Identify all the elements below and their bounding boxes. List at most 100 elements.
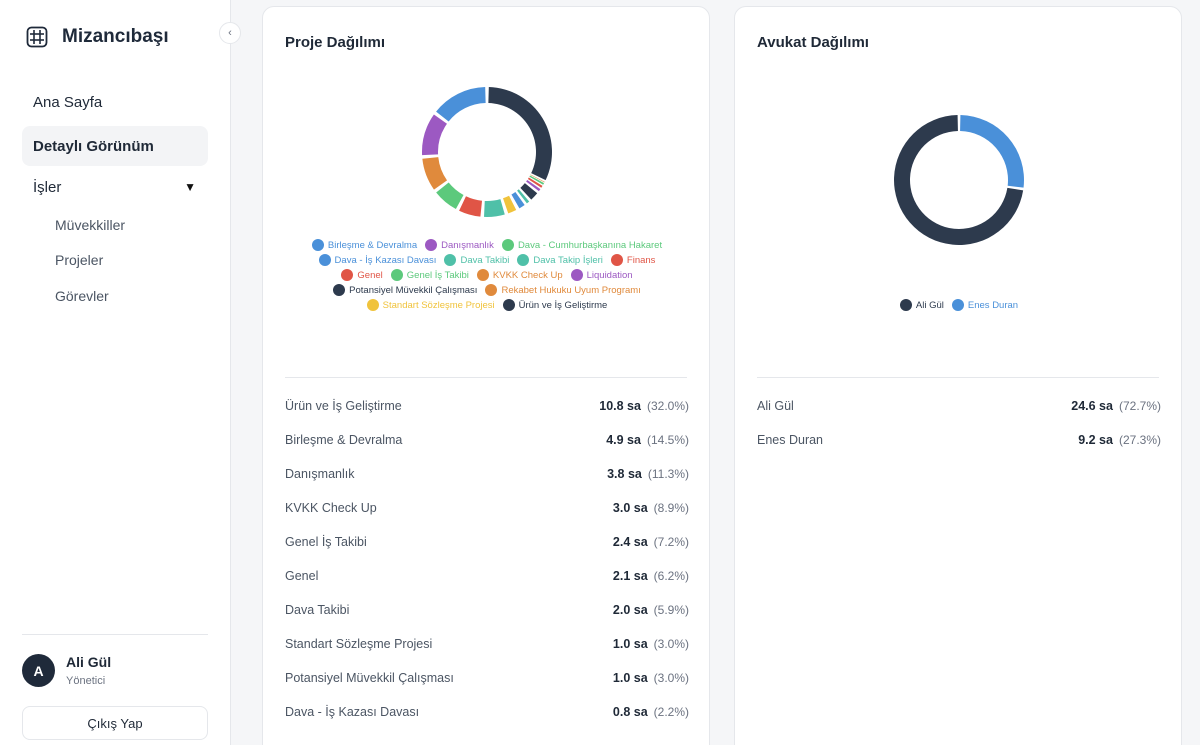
legend-item-dava-cumhurbaskanina-hakaret[interactable]: Dava - Cumhurbaşkanına Hakaret bbox=[501, 238, 663, 252]
legend-line: Genel Genel İş Takibi KVKK Check Up Liquida… bbox=[283, 268, 691, 282]
project-slice-genel-is-takibi[interactable] bbox=[436, 182, 464, 210]
legend-item-finans[interactable]: Finans bbox=[610, 253, 656, 267]
legend-item-kvkk-check-up[interactable]: KVKK Check Up bbox=[476, 268, 563, 282]
legend-item-dava-takibi[interactable]: Dava Takibi bbox=[444, 253, 509, 267]
row-hours: 24.6 sa bbox=[1071, 399, 1113, 413]
sidebar: Mizancıbaşı Ana Sayfa Detaylı Görünüm İş… bbox=[0, 0, 231, 745]
legend-item-standart-sozlesme-projesi[interactable]: Standart Sözleşme Projesi bbox=[366, 298, 495, 312]
project-slice-danismanlik[interactable] bbox=[422, 114, 447, 156]
legend-item-rekabet-hukuku-uyum-programi[interactable]: Rekabet Hukuku Uyum Programı bbox=[485, 283, 641, 297]
legend-dot bbox=[366, 299, 379, 311]
row-name: Dava - İş Kazası Davası bbox=[285, 705, 420, 719]
table-row: Dava - İş Kazası Davası 0.8 sa (2.2%) bbox=[285, 702, 689, 722]
row-hours: 10.8 sa bbox=[599, 399, 641, 413]
row-name: KVKK Check Up bbox=[285, 501, 377, 515]
row-name: Genel İş Takibi bbox=[285, 535, 367, 549]
legend-dot bbox=[610, 254, 623, 266]
row-percent: (7.2%) bbox=[653, 535, 689, 549]
project-slice-kvkk-check-up[interactable] bbox=[422, 157, 448, 190]
legend-item-enes-duran[interactable]: Enes Duran bbox=[951, 298, 1018, 312]
legend-label: KVKK Check Up bbox=[492, 269, 563, 281]
lawyer-card-title: Avukat Dağılımı bbox=[757, 34, 869, 51]
project-slice-dava-takip-isleri[interactable] bbox=[517, 189, 530, 204]
row-percent: (72.7%) bbox=[1118, 399, 1161, 413]
legend-label: Ali Gül bbox=[915, 299, 944, 311]
project-slice-standart-sozlesme-projesi[interactable] bbox=[503, 195, 517, 214]
table-row: Standart Sözleşme Projesi 1.0 sa (3.0%) bbox=[285, 634, 689, 654]
project-slice-potansiyel-muvekkil-calismasi[interactable] bbox=[520, 183, 538, 200]
nav-home[interactable]: Ana Sayfa bbox=[22, 82, 208, 122]
legend-line: Standart Sözleşme Projesi Ürün ve İş Geli… bbox=[283, 298, 691, 312]
legend-label: Dava - İş Kazası Davası bbox=[334, 254, 437, 266]
legend-dot bbox=[425, 239, 438, 251]
caret-down-icon[interactable]: ▼ bbox=[184, 180, 196, 194]
avatar: A bbox=[22, 654, 55, 687]
grid-icon bbox=[26, 26, 48, 48]
project-slice-urun-ve-is-gelistirme[interactable] bbox=[488, 87, 552, 181]
collapse-sidebar-icon[interactable]: ‹ bbox=[219, 22, 241, 44]
lawyer-slice-enes-duran[interactable] bbox=[960, 115, 1024, 188]
legend-item-urun-ve-is-gelistirme[interactable]: Ürün ve İş Geliştirme bbox=[502, 298, 607, 312]
legend-item-danismanlik[interactable]: Danışmanlık bbox=[425, 238, 494, 252]
legend-label: Liquidation bbox=[586, 269, 633, 281]
row-hours: 1.0 sa bbox=[612, 637, 648, 651]
project-slice-birlesme-devralma[interactable] bbox=[436, 87, 486, 122]
legend-line: Dava - İş Kazası Davası Dava Takibi Dava T… bbox=[283, 253, 691, 267]
row-hours: 9.2 sa bbox=[1078, 433, 1113, 447]
nav-detailed-view[interactable]: Detaylı Görünüm bbox=[22, 126, 208, 166]
row-percent: (14.5%) bbox=[646, 433, 689, 447]
row-percent: (27.3%) bbox=[1118, 433, 1161, 447]
nav-jobs-label: İşler bbox=[33, 178, 62, 196]
legend-item-liquidation[interactable]: Liquidation bbox=[570, 268, 633, 282]
legend-line: Birleşme & Devralma Danışmanlık Dava - Cum… bbox=[283, 238, 691, 252]
legend-item-birlesme-devralma[interactable]: Birleşme & Devralma bbox=[311, 238, 418, 252]
legend-item-genel[interactable]: Genel bbox=[341, 268, 383, 282]
legend-dot bbox=[501, 239, 514, 251]
table-row: Genel 2.1 sa (6.2%) bbox=[285, 566, 689, 586]
project-slice-dava-is-kazasi-davasi[interactable] bbox=[511, 191, 525, 209]
row-hours: 3.0 sa bbox=[612, 501, 648, 515]
legend-label: Genel İş Takibi bbox=[406, 269, 469, 281]
lawyer-donut-chart bbox=[894, 115, 1024, 245]
legend-label: Birleşme & Devralma bbox=[327, 239, 418, 251]
row-percent: (32.0%) bbox=[646, 399, 689, 413]
legend-dot bbox=[517, 254, 530, 266]
nav-jobs[interactable]: İşler ▼ bbox=[22, 167, 208, 207]
nav-tasks[interactable]: Görevler bbox=[55, 288, 109, 304]
lawyer-card-divider bbox=[757, 377, 1159, 378]
nav-home-label: Ana Sayfa bbox=[33, 93, 103, 111]
legend-label: Dava - Cumhurbaşkanına Hakaret bbox=[517, 239, 663, 251]
row-percent: (11.3%) bbox=[647, 467, 689, 481]
project-slice-genel[interactable] bbox=[459, 196, 483, 217]
table-row: Genel İş Takibi 2.4 sa (7.2%) bbox=[285, 532, 689, 552]
legend-item-dava-is-kazasi-davasi[interactable]: Dava - İş Kazası Davası bbox=[318, 253, 437, 267]
legend-item-dava-takip-isleri[interactable]: Dava Takip İşleri bbox=[517, 253, 603, 267]
row-hours: 1.0 sa bbox=[612, 671, 648, 685]
logout-button[interactable]: Çıkış Yap bbox=[22, 706, 208, 740]
project-card-title: Proje Dağılımı bbox=[285, 34, 386, 51]
legend-label: Standart Sözleşme Projesi bbox=[382, 299, 495, 311]
user-role: Yönetici bbox=[66, 675, 106, 687]
nav-clients[interactable]: Müvekkiller bbox=[55, 217, 126, 233]
legend-item-genel-is-takibi[interactable]: Genel İş Takibi bbox=[390, 268, 469, 282]
project-distribution-card: Proje Dağılımı Birleşme & Devralma Danışm… bbox=[262, 6, 710, 745]
project-slice-dava-cumhurbaskanina-hakaret[interactable] bbox=[529, 175, 545, 185]
project-slice-liquidation[interactable] bbox=[526, 179, 541, 192]
legend-label: Finans bbox=[626, 254, 656, 266]
table-row: Ali Gül 24.6 sa (72.7%) bbox=[757, 396, 1161, 416]
legend-item-ali-gul[interactable]: Ali Gül bbox=[899, 298, 944, 312]
project-slice-finans[interactable] bbox=[527, 177, 543, 188]
legend-label: Dava Takip İşleri bbox=[533, 254, 603, 266]
legend-label: Dava Takibi bbox=[460, 254, 510, 266]
row-name: Birleşme & Devralma bbox=[285, 433, 403, 447]
project-slice-rekabet-hukuku-uyum-programi[interactable] bbox=[530, 174, 545, 183]
brand[interactable]: Mizancıbaşı bbox=[26, 26, 169, 48]
legend-dot bbox=[485, 284, 498, 296]
legend-label: Rekabet Hukuku Uyum Programı bbox=[501, 284, 641, 296]
project-legend: Birleşme & Devralma Danışmanlık Dava - Cum… bbox=[283, 238, 691, 312]
legend-item-potansiyel-muvekkil-calismasi[interactable]: Potansiyel Müvekkil Çalışması bbox=[333, 283, 477, 297]
row-percent: (2.2%) bbox=[653, 705, 689, 719]
row-name: Genel bbox=[285, 569, 319, 583]
nav-projects[interactable]: Projeler bbox=[55, 252, 104, 268]
project-slice-dava-takibi[interactable] bbox=[484, 199, 505, 217]
